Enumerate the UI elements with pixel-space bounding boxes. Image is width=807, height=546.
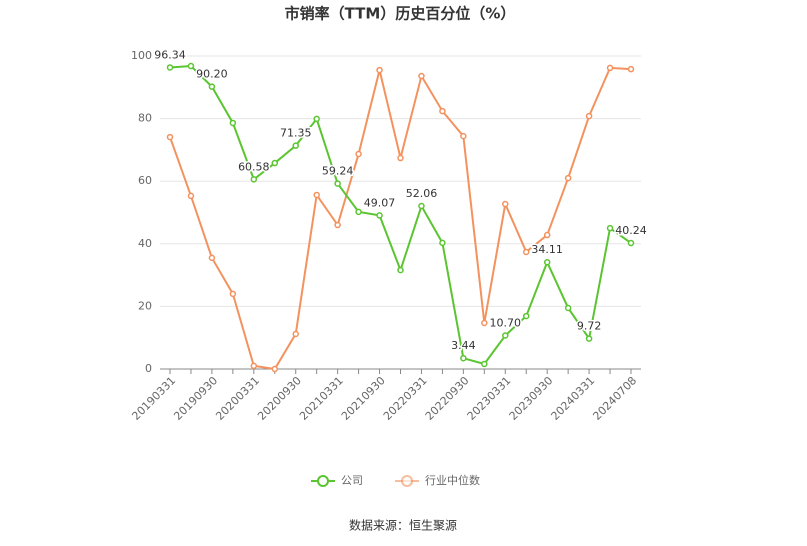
data-label: 49.07 [364, 196, 396, 209]
x-tick-label: 20210930 [339, 374, 388, 423]
point [292, 330, 299, 338]
point [397, 154, 404, 162]
point [355, 208, 362, 216]
x-tick-label: 20200930 [255, 374, 304, 423]
point [543, 231, 551, 239]
y-tick-label: 100 [131, 49, 152, 62]
x-tick-label: 20190331 [129, 374, 178, 423]
point [585, 335, 593, 342]
series-line [169, 64, 632, 366]
x-tick-label: 20240331 [549, 374, 598, 423]
point [606, 224, 614, 232]
legend-marker [401, 475, 413, 487]
point [187, 62, 195, 70]
y-tick-label: 60 [138, 174, 152, 187]
point [460, 354, 467, 362]
point [250, 176, 258, 183]
data-label: 59.24 [322, 165, 354, 178]
x-tick-label: 20220930 [423, 374, 472, 423]
point [355, 150, 362, 158]
chart-title: 市销率（TTM）历史百分位（%） [285, 5, 516, 23]
point [543, 258, 551, 266]
point [481, 319, 488, 327]
legend-label: 行业中位数 [425, 473, 480, 487]
point [564, 304, 572, 312]
x-tick-label: 20220331 [381, 374, 430, 423]
data-label: 3.44 [451, 339, 476, 352]
data-label: 40.24 [615, 224, 647, 237]
data-label: 71.35 [280, 127, 312, 140]
data-label: 60.58 [238, 160, 270, 173]
point [439, 239, 446, 247]
point [250, 362, 258, 370]
point [229, 290, 237, 298]
legend-label: 公司 [341, 474, 363, 487]
point [166, 133, 174, 141]
point [208, 83, 216, 90]
point [376, 66, 383, 74]
point [271, 159, 279, 167]
source: 数据来源：恒生聚源 [349, 518, 457, 533]
point [481, 360, 488, 368]
x-tick-label: 20200331 [213, 374, 262, 423]
point [502, 332, 509, 339]
point [564, 174, 572, 182]
point [522, 248, 530, 256]
point [187, 192, 195, 200]
point [376, 212, 383, 219]
data-label: 9.72 [577, 320, 602, 333]
y-tick-label: 20 [138, 299, 152, 312]
point [334, 180, 341, 187]
y-tick-label: 0 [145, 362, 152, 375]
point [418, 202, 425, 210]
point [271, 365, 279, 373]
point [334, 221, 341, 229]
legend-marker [317, 475, 329, 487]
point [313, 191, 320, 199]
point [522, 312, 530, 320]
y-tick-label: 40 [138, 237, 152, 250]
point [606, 64, 614, 72]
x-tick-label: 20230331 [465, 374, 514, 423]
point [460, 132, 467, 140]
x-tick-label: 20230930 [507, 374, 556, 423]
point [627, 65, 635, 73]
series-line [169, 66, 632, 371]
point [208, 254, 216, 262]
x-tick-label: 20190930 [171, 374, 220, 423]
data-label: 34.11 [531, 243, 563, 256]
data-label: 10.70 [490, 317, 522, 330]
data-label: 96.34 [154, 48, 186, 61]
point [313, 115, 320, 123]
point [585, 112, 593, 120]
y-tick-label: 80 [138, 112, 152, 125]
point [229, 119, 237, 127]
data-label: 52.06 [406, 187, 438, 200]
point [627, 239, 635, 247]
point [502, 200, 509, 208]
point [292, 142, 299, 149]
x-tick-label: 20210331 [297, 374, 346, 423]
point [418, 72, 425, 80]
x-tick-label: 20240708 [590, 374, 639, 423]
data-label: 90.20 [196, 68, 228, 81]
point [397, 266, 404, 274]
point [439, 107, 446, 115]
point [166, 64, 174, 71]
